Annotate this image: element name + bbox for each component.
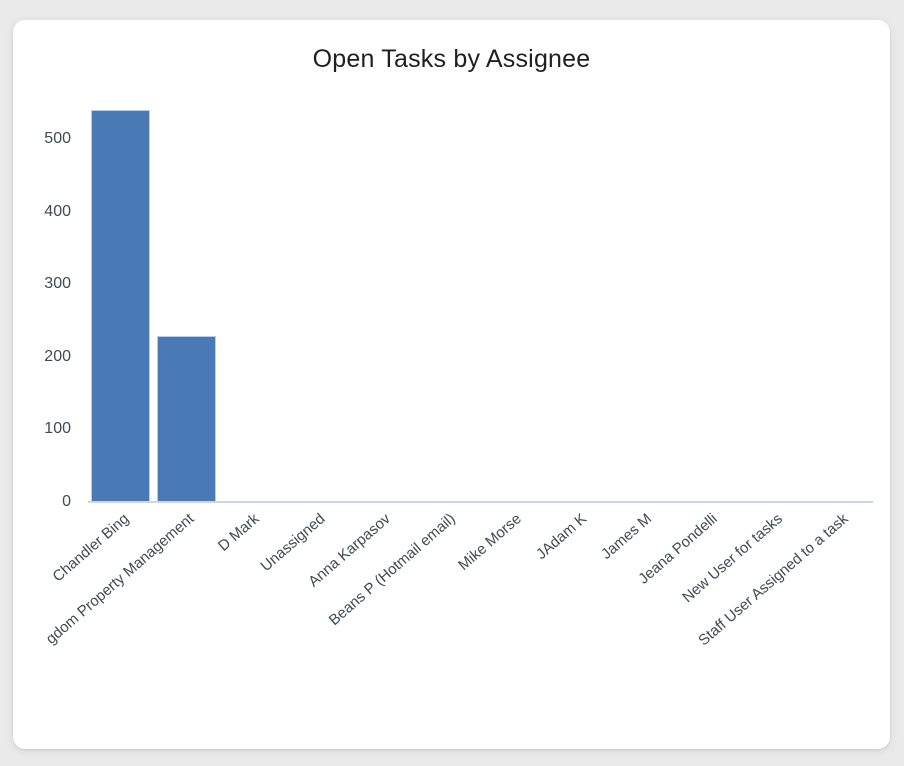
- bar-chandler-bing[interactable]: [91, 110, 151, 502]
- plot-area: 0 100 200 300 400 500 Chandler Bing gdom Proper…: [13, 20, 890, 749]
- x-axis-label: D Mark: [215, 510, 263, 555]
- y-axis-tick-label: 500: [44, 130, 71, 147]
- x-axis-line: [88, 501, 873, 503]
- y-axis-tick-label: 300: [44, 275, 71, 293]
- x-axis-label: JAdam K: [532, 510, 590, 563]
- y-axis-tick-label: 400: [44, 202, 71, 220]
- x-axis-label: Beans P (Hotmail email): [326, 510, 460, 629]
- x-axis-label: Mike Morse: [454, 510, 525, 574]
- y-axis-tick-label: 0: [62, 493, 71, 510]
- chart-title: Open Tasks by Assignee: [312, 45, 591, 73]
- y-axis-tick-label: 200: [44, 347, 71, 365]
- x-axis-label: James M: [598, 510, 656, 563]
- bar-gdom-property-management[interactable]: [156, 336, 216, 502]
- chart-card: Open Tasks by Assignee 0 100 200 300 400 500 C…: [13, 20, 890, 749]
- y-axis-tick-label: 100: [44, 420, 71, 438]
